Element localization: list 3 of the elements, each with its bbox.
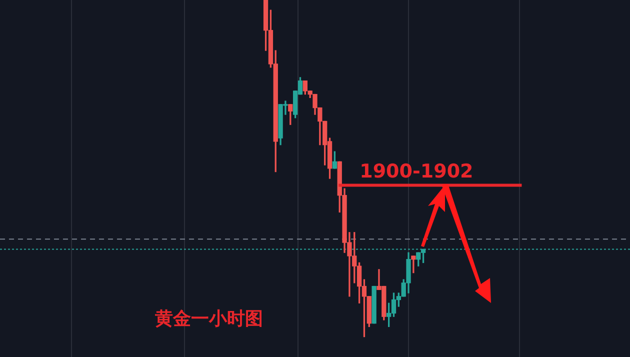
text: 黄金一小时图 [154,308,263,330]
annotation: 1900-1902 [360,160,474,183]
candlestick [411,256,416,274]
